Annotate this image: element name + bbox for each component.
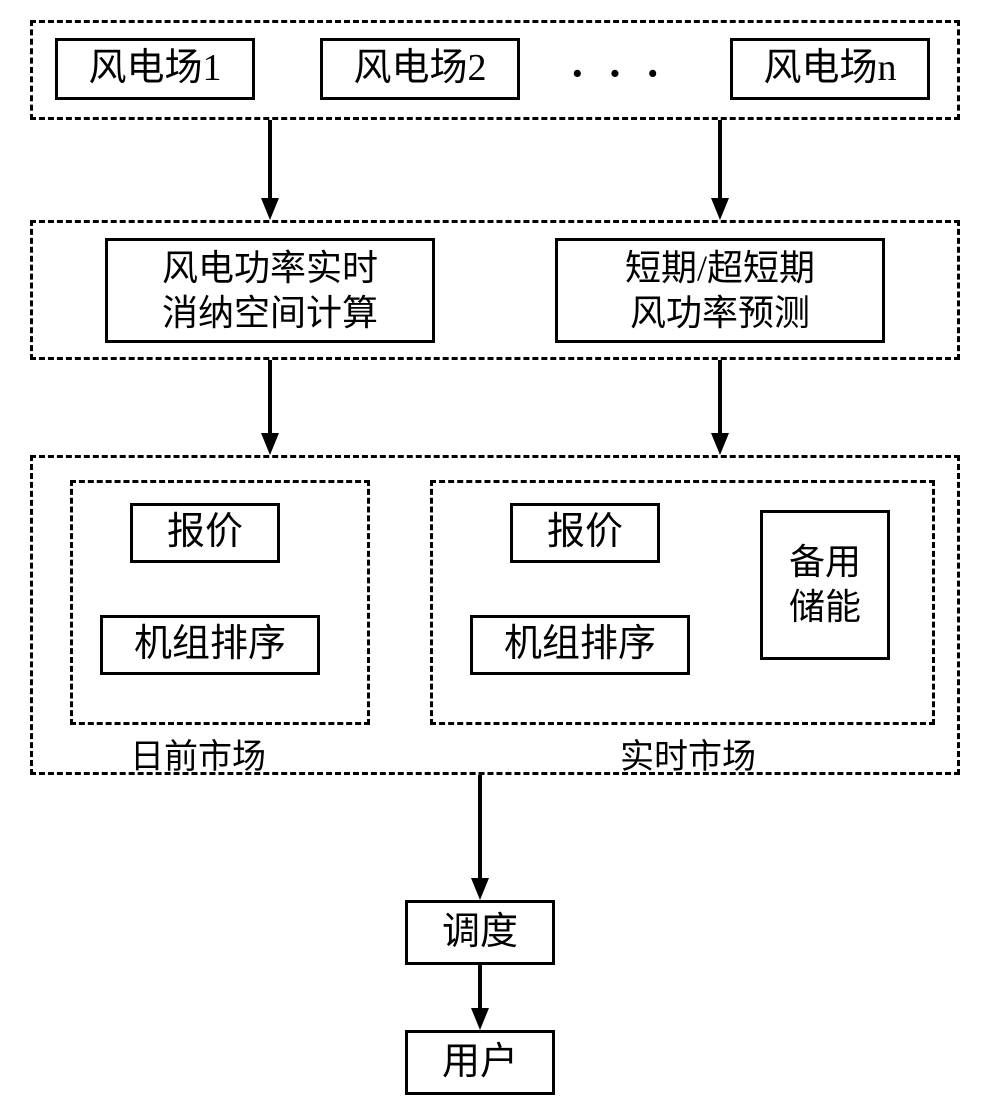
dispatch-label: 调度 [442,910,518,956]
wind-farm-n-label: 风电场n [763,46,896,92]
realtime-quote: 报价 [510,503,660,563]
wind-farm-1-label: 风电场1 [88,46,221,92]
day-ahead-label: 日前市场 [130,729,266,778]
realtime-quote-label: 报价 [547,510,623,556]
user-label: 用户 [442,1040,518,1086]
day-ahead-quote: 报价 [130,503,280,563]
reserve-label: 备用 储能 [789,540,861,630]
calc-label: 风电功率实时 消纳空间计算 [162,246,378,336]
wind-farm-2-label: 风电场2 [353,46,486,92]
wind-farm-n: 风电场n [730,38,930,100]
day-ahead-quote-label: 报价 [167,510,243,556]
realtime-label: 实时市场 [620,729,756,778]
forecast-label: 短期/超短期 风功率预测 [625,246,815,336]
realtime-capacity-calc: 风电功率实时 消纳空间计算 [105,238,435,343]
reserve-storage: 备用 储能 [760,510,890,660]
realtime-unit-sort: 机组排序 [470,615,690,675]
dispatch-box: 调度 [405,900,555,965]
wind-farm-ellipsis: · · · [570,48,666,99]
wind-power-forecast: 短期/超短期 风功率预测 [555,238,885,343]
wind-farm-2: 风电场2 [320,38,520,100]
day-ahead-unit-sort: 机组排序 [100,615,320,675]
day-ahead-sort-label: 机组排序 [134,622,286,668]
realtime-sort-label: 机组排序 [504,622,656,668]
user-box: 用户 [405,1030,555,1095]
wind-farm-1: 风电场1 [55,38,255,100]
